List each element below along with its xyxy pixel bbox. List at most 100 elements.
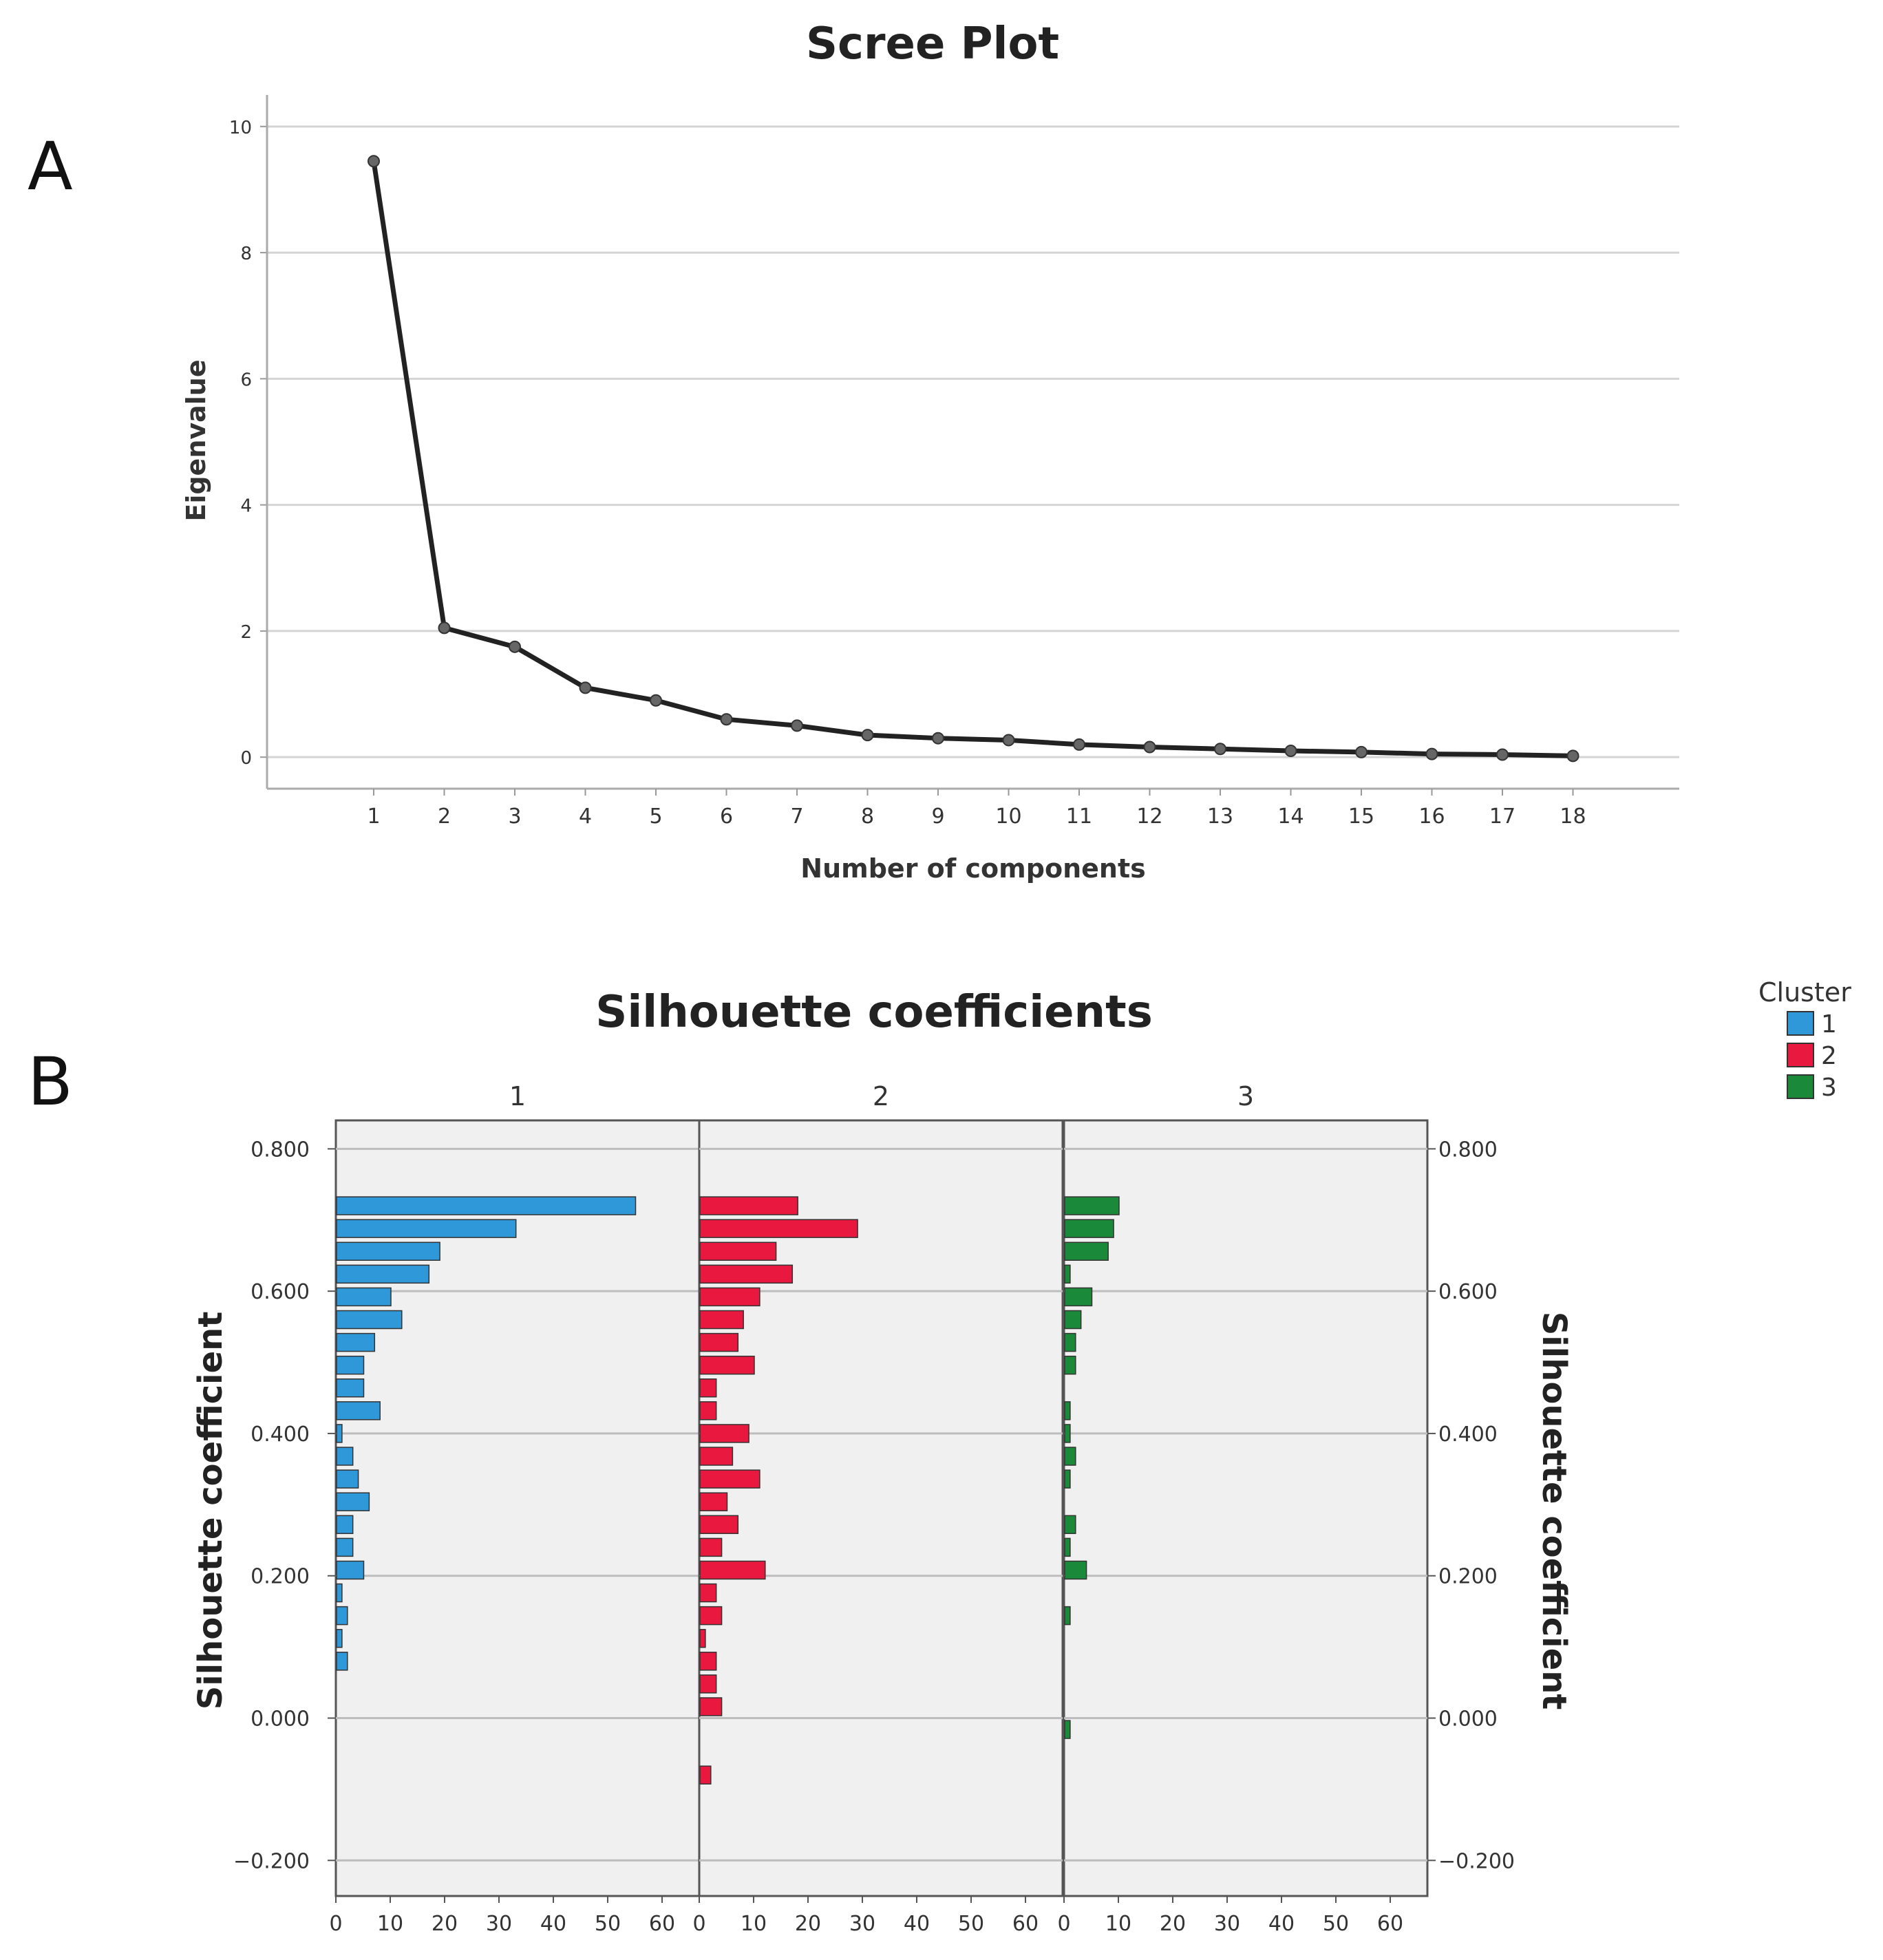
scree-y-ticks: 0 2 4 6 8 10 bbox=[229, 118, 252, 769]
silhouette-bar bbox=[699, 1697, 723, 1716]
scree-x-tick-label: 11 bbox=[1066, 805, 1092, 829]
scree-x-tick-label: 8 bbox=[861, 805, 874, 829]
facet-cluster-2: 20 10 20 30 40 50 60 bbox=[692, 1081, 1064, 1936]
facet-x-tick-label: 60 bbox=[1377, 1912, 1403, 1936]
scree-point bbox=[509, 640, 521, 653]
silhouette-bar bbox=[1064, 1720, 1071, 1739]
legend-label: 2 bbox=[1821, 1042, 1837, 1070]
panel-letter-b: B bbox=[28, 1043, 73, 1120]
scree-x-tick-label: 18 bbox=[1560, 805, 1586, 829]
silhouette-bar bbox=[1064, 1355, 1076, 1375]
silhouette-bar bbox=[336, 1537, 354, 1557]
silhouette-y-tick-label-left: 0.800 bbox=[251, 1138, 310, 1162]
facet-x-tick-label: 50 bbox=[1323, 1912, 1349, 1936]
silhouette-bar bbox=[699, 1287, 760, 1307]
silhouette-y-axis-label-right: Silhouette coefficient bbox=[1535, 1312, 1573, 1710]
silhouette-bar bbox=[336, 1628, 343, 1648]
silhouette-bar bbox=[1064, 1219, 1114, 1238]
facet-label: 3 bbox=[1237, 1081, 1254, 1111]
facet-x-tick-label: 50 bbox=[958, 1912, 984, 1936]
scree-point bbox=[1425, 747, 1438, 760]
facet-label: 1 bbox=[509, 1081, 526, 1111]
facet-label: 2 bbox=[873, 1081, 889, 1111]
legend-swatch bbox=[1787, 1043, 1814, 1067]
scree-x-tick-label: 3 bbox=[508, 805, 521, 829]
silhouette-bar bbox=[1064, 1515, 1076, 1535]
silhouette-bar bbox=[699, 1424, 749, 1443]
silhouette-bar bbox=[1064, 1310, 1082, 1330]
silhouette-bar bbox=[699, 1560, 766, 1580]
scree-gridlines bbox=[267, 125, 1679, 758]
silhouette-bar bbox=[699, 1583, 717, 1603]
silhouette-bar bbox=[699, 1196, 798, 1215]
scree-x-tick-label: 1 bbox=[367, 805, 380, 829]
scree-x-tick-label: 10 bbox=[995, 805, 1021, 829]
scree-point bbox=[579, 681, 592, 694]
scree-point bbox=[1073, 738, 1085, 751]
scree-y-tick-label: 2 bbox=[240, 622, 252, 643]
legend-title: Cluster bbox=[1758, 977, 1851, 1008]
scree-x-tick-label: 14 bbox=[1277, 805, 1304, 829]
silhouette-bar bbox=[336, 1310, 403, 1330]
facet-x-tick-label: 60 bbox=[649, 1912, 675, 1936]
facet-x-tick-label: 10 bbox=[1105, 1912, 1131, 1936]
scree-x-tick-label: 17 bbox=[1489, 805, 1515, 829]
silhouette-bar bbox=[336, 1515, 354, 1535]
silhouette-bar bbox=[699, 1628, 706, 1648]
scree-x-axis-label: Number of components bbox=[800, 853, 1145, 884]
silhouette-bar bbox=[699, 1469, 760, 1489]
scree-point bbox=[368, 155, 380, 168]
scree-point bbox=[1284, 745, 1297, 758]
legend-swatch bbox=[1787, 1011, 1814, 1036]
scree-y-axis-label: Eigenvalue bbox=[181, 359, 211, 521]
scree-x-tick-label: 16 bbox=[1418, 805, 1445, 829]
facet-x-tick-label: 20 bbox=[432, 1912, 458, 1936]
scree-y-tick-label: 10 bbox=[229, 118, 252, 138]
silhouette-y-tick-label-left: 0.200 bbox=[251, 1565, 310, 1589]
silhouette-bar bbox=[336, 1447, 354, 1466]
silhouette-bar bbox=[336, 1332, 376, 1352]
facet-x-tick-label: 0 bbox=[329, 1912, 342, 1936]
silhouette-bar bbox=[699, 1447, 734, 1466]
silhouette-bar bbox=[699, 1492, 728, 1511]
scree-y-tick-label: 4 bbox=[240, 496, 252, 517]
silhouette-y-tick-label-right: 0.000 bbox=[1438, 1707, 1498, 1732]
silhouette-bar bbox=[699, 1264, 794, 1284]
silhouette-bar bbox=[699, 1537, 723, 1557]
facet-x-tick-label: 10 bbox=[377, 1912, 403, 1936]
scree-point bbox=[1496, 748, 1509, 761]
scree-point bbox=[650, 694, 662, 707]
scree-x-tick-label: 5 bbox=[649, 805, 662, 829]
silhouette-bar bbox=[699, 1674, 717, 1694]
facet-x-tick-label: 60 bbox=[1012, 1912, 1039, 1936]
scree-title: Scree Plot bbox=[806, 19, 1059, 70]
silhouette-bar bbox=[1064, 1606, 1071, 1626]
silhouette-bar bbox=[1064, 1537, 1071, 1557]
silhouette-bar bbox=[1064, 1560, 1087, 1580]
silhouette-bar bbox=[1064, 1401, 1071, 1420]
silhouette-bar bbox=[336, 1219, 517, 1238]
silhouette-bar bbox=[336, 1469, 359, 1489]
silhouette-y-tick-label-left: 0.600 bbox=[251, 1280, 310, 1304]
silhouette-bar bbox=[699, 1606, 723, 1626]
legend-label: 3 bbox=[1821, 1074, 1837, 1102]
silhouette-panel: B Silhouette coefficients 10 10 20 30 40 50 60… bbox=[28, 977, 1851, 1936]
silhouette-bar bbox=[336, 1264, 430, 1284]
silhouette-y-tick-label-left: 0.000 bbox=[251, 1707, 310, 1732]
silhouette-bar bbox=[336, 1355, 365, 1375]
silhouette-bar bbox=[336, 1583, 343, 1603]
scree-x-tick-label: 15 bbox=[1348, 805, 1374, 829]
panel-letter-a: A bbox=[28, 128, 73, 205]
silhouette-y-tick-label-left: −0.200 bbox=[233, 1849, 310, 1873]
scree-point bbox=[1566, 749, 1579, 763]
silhouette-bar bbox=[336, 1401, 381, 1420]
silhouette-bar bbox=[699, 1652, 717, 1671]
scree-point bbox=[791, 719, 803, 732]
facet-x-tick-label: 40 bbox=[904, 1912, 930, 1936]
scree-point bbox=[861, 729, 874, 742]
facet-x-tick-label: 30 bbox=[849, 1912, 875, 1936]
silhouette-bar bbox=[1064, 1264, 1071, 1284]
silhouette-y-tick-label-right: 0.600 bbox=[1438, 1280, 1498, 1304]
